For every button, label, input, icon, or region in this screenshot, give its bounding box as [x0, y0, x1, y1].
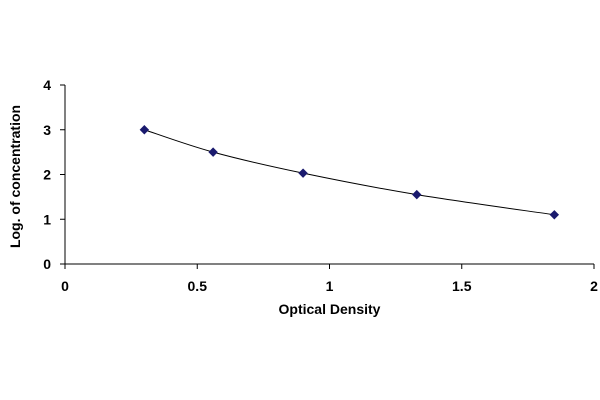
x-tick-label: 2 — [590, 278, 598, 294]
y-tick-label: 2 — [43, 167, 51, 183]
data-point — [208, 147, 218, 157]
x-axis-title: Optical Density — [279, 301, 381, 317]
x-tick-label: 1 — [326, 278, 334, 294]
data-points — [139, 125, 560, 220]
y-tick-label: 0 — [43, 256, 51, 272]
data-point — [139, 125, 150, 135]
x-tick-label: 0 — [61, 278, 69, 294]
x-tick-label: 0.5 — [188, 278, 208, 294]
x-axis-ticks: 0 0.5 1 1.5 2 — [61, 264, 598, 294]
data-point — [549, 210, 560, 220]
plot-area: 0 1 2 3 4 0 0.5 1 1.5 2 — [43, 77, 598, 294]
y-tick-label: 4 — [43, 77, 51, 93]
x-tick-label: 1.5 — [452, 278, 472, 294]
y-tick-label: 1 — [43, 211, 51, 227]
y-tick-label: 3 — [43, 122, 51, 138]
data-point — [412, 189, 422, 200]
y-axis-ticks: 0 1 2 3 4 — [43, 77, 65, 272]
y-axis-title: Log. of concentration — [7, 105, 23, 248]
trend-curve — [144, 129, 555, 216]
data-point — [298, 168, 308, 178]
